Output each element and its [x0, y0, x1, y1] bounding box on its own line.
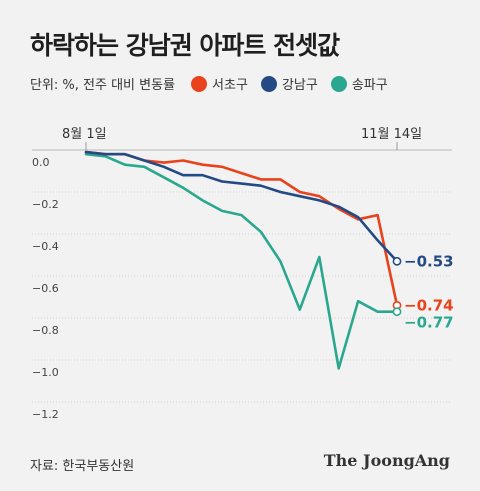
legend-label-seocho: 서초구	[212, 78, 248, 93]
end-value-label-songpa: −0.77	[404, 314, 454, 332]
series-endpoint-gangnam	[392, 256, 402, 266]
series-line-seocho	[84, 150, 399, 307]
legend-swatch-seocho	[191, 75, 208, 92]
legend-item-songpa: 송파구	[330, 74, 388, 93]
legend-swatch-songpa	[330, 75, 347, 92]
y-tick-label: −1.2	[32, 408, 59, 421]
subtitle-row: 단위: %, 전주 대비 변동률 서초구 강남구 송파구	[30, 74, 401, 93]
x-tick-label-end: 11월 14일	[361, 127, 422, 142]
legend-label-songpa: 송파구	[351, 78, 388, 93]
y-tick-label: −0.6	[32, 282, 59, 295]
series-endpoint-songpa	[392, 307, 402, 317]
chart-title: 하락하는 강남권 아파트 전셋값	[30, 31, 340, 60]
source-note: 자료: 한국부동산원	[30, 459, 135, 474]
legend-item-seocho: 서초구	[191, 74, 248, 93]
legend-label-gangnam: 강남구	[281, 78, 318, 93]
series-line-songpa	[84, 152, 399, 370]
brand-logo: The JoongAng	[323, 451, 450, 470]
y-tick-label: −0.8	[32, 324, 59, 337]
series-line-gangnam	[84, 150, 399, 263]
y-tick-label: −0.2	[32, 198, 59, 211]
legend-swatch-gangnam	[260, 75, 277, 92]
legend-item-gangnam: 강남구	[260, 74, 318, 93]
y-tick-label: −0.4	[32, 240, 59, 253]
end-value-label-seocho: −0.74	[404, 296, 454, 314]
end-value-label-gangnam: −0.53	[404, 252, 454, 270]
y-tick-label: −1.0	[32, 366, 59, 379]
x-tick-label-start: 8월 1일	[62, 127, 107, 142]
y-tick-label: 0.0	[32, 156, 50, 169]
unit-label: 단위: %, 전주 대비 변동률	[30, 78, 176, 93]
